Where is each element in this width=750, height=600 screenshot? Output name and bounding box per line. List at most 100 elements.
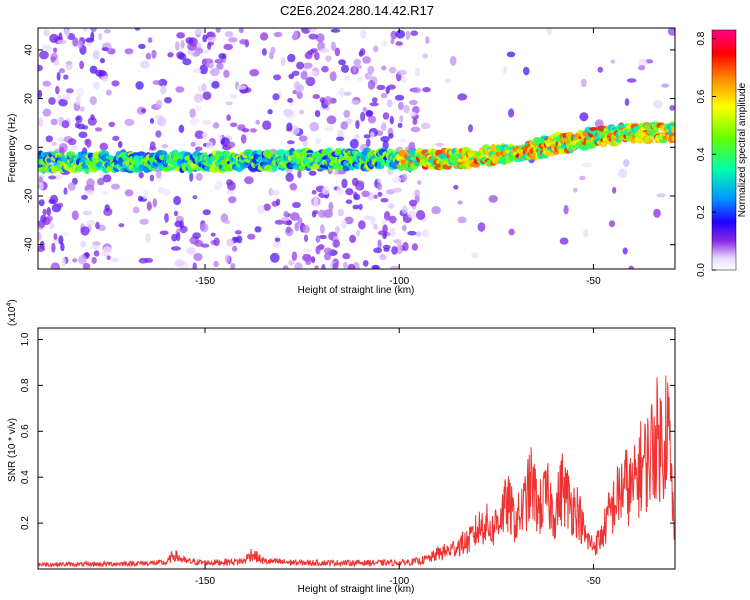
noise-cell: [43, 29, 50, 37]
noise-cell: [99, 142, 109, 151]
x-tick-label: -150: [195, 576, 215, 587]
noise-cell: [582, 162, 592, 168]
noise-cell: [140, 108, 147, 113]
noise-cell: [315, 138, 322, 144]
noise-cell: [332, 262, 339, 269]
noise-cell: [273, 31, 283, 38]
noise-cell: [236, 235, 243, 244]
noise-cell: [321, 65, 329, 73]
spectrogram-x-label: Height of straight line (km): [298, 285, 415, 296]
spectrogram-cells: [38, 28, 675, 269]
noise-cell: [387, 203, 395, 209]
noise-cell: [386, 99, 393, 108]
noise-cell: [414, 189, 421, 197]
noise-cell: [417, 180, 422, 185]
noise-cell: [546, 28, 552, 36]
noise-cell: [287, 260, 295, 266]
noise-cell: [339, 87, 345, 97]
noise-cell: [323, 209, 333, 219]
noise-cell: [296, 91, 303, 100]
noise-cell: [302, 62, 313, 69]
noise-cell: [101, 190, 109, 196]
noise-cell: [402, 224, 407, 232]
noise-cell: [78, 131, 88, 139]
noise-cell: [401, 173, 408, 182]
noise-cell: [209, 68, 220, 77]
noise-cell: [638, 58, 648, 67]
noise-cell: [410, 30, 419, 36]
noise-cell: [362, 106, 368, 113]
noise-cell: [309, 70, 318, 76]
noise-cell: [81, 194, 88, 200]
noise-cell: [111, 257, 119, 263]
noise-cell: [388, 133, 394, 139]
noise-cell: [200, 223, 209, 233]
noise-cell: [78, 254, 87, 265]
noise-cell: [363, 134, 371, 139]
noise-cell: [409, 99, 418, 106]
noise-cell: [286, 140, 295, 145]
noise-cell: [61, 94, 71, 100]
noise-cell: [189, 117, 200, 126]
noise-cell: [275, 198, 281, 206]
noise-cell: [291, 70, 300, 77]
noise-cell: [477, 222, 486, 232]
noise-cell: [488, 195, 498, 203]
noise-cell: [612, 186, 617, 194]
noise-cell: [195, 172, 203, 181]
noise-cell: [410, 126, 421, 133]
noise-cell: [422, 87, 431, 93]
noise-cell: [351, 99, 360, 105]
noise-cell: [508, 108, 515, 118]
noise-cell: [38, 181, 44, 191]
noise-cell: [382, 244, 391, 250]
noise-cell: [247, 233, 256, 240]
noise-cell: [76, 88, 85, 97]
noise-cell: [124, 118, 135, 126]
noise-cell: [280, 57, 286, 66]
noise-cell: [79, 106, 85, 112]
ridge-cell: [577, 129, 584, 135]
snr-y-label: SNR (10 * v/v): [7, 418, 18, 482]
noise-cell: [326, 115, 337, 125]
noise-cell: [61, 231, 69, 236]
noise-cell: [149, 174, 155, 182]
noise-cell: [397, 138, 407, 143]
noise-cell: [334, 225, 341, 234]
noise-cell: [388, 215, 397, 224]
noise-cell: [241, 128, 250, 133]
noise-cell: [205, 63, 210, 68]
noise-cell: [91, 244, 99, 250]
ridge-cell: [671, 125, 675, 134]
noise-cell: [325, 55, 332, 62]
noise-cell: [173, 210, 179, 217]
noise-cell: [57, 39, 67, 45]
noise-cell: [226, 190, 235, 195]
noise-cell: [391, 176, 402, 184]
noise-cell: [94, 127, 103, 132]
noise-cell: [58, 68, 65, 74]
noise-cell: [337, 129, 344, 139]
noise-cell: [111, 80, 120, 87]
noise-cell: [362, 260, 369, 267]
noise-cell: [661, 83, 670, 88]
noise-cell: [421, 229, 430, 238]
noise-cell: [373, 194, 378, 199]
noise-cell: [151, 49, 157, 59]
noise-cell: [82, 262, 91, 269]
noise-cell: [118, 223, 125, 228]
noise-cell: [324, 247, 332, 254]
noise-cell: [273, 74, 282, 81]
noise-cell: [333, 169, 339, 176]
noise-cell: [297, 169, 302, 179]
noise-cell: [294, 262, 303, 269]
noise-cell: [75, 99, 81, 106]
noise-cell: [75, 96, 82, 101]
noise-cell: [51, 242, 56, 253]
noise-cell: [82, 210, 93, 216]
noise-cell: [90, 28, 97, 33]
noise-cell: [89, 65, 98, 74]
noise-cell: [194, 93, 204, 103]
noise-cell: [379, 254, 387, 261]
